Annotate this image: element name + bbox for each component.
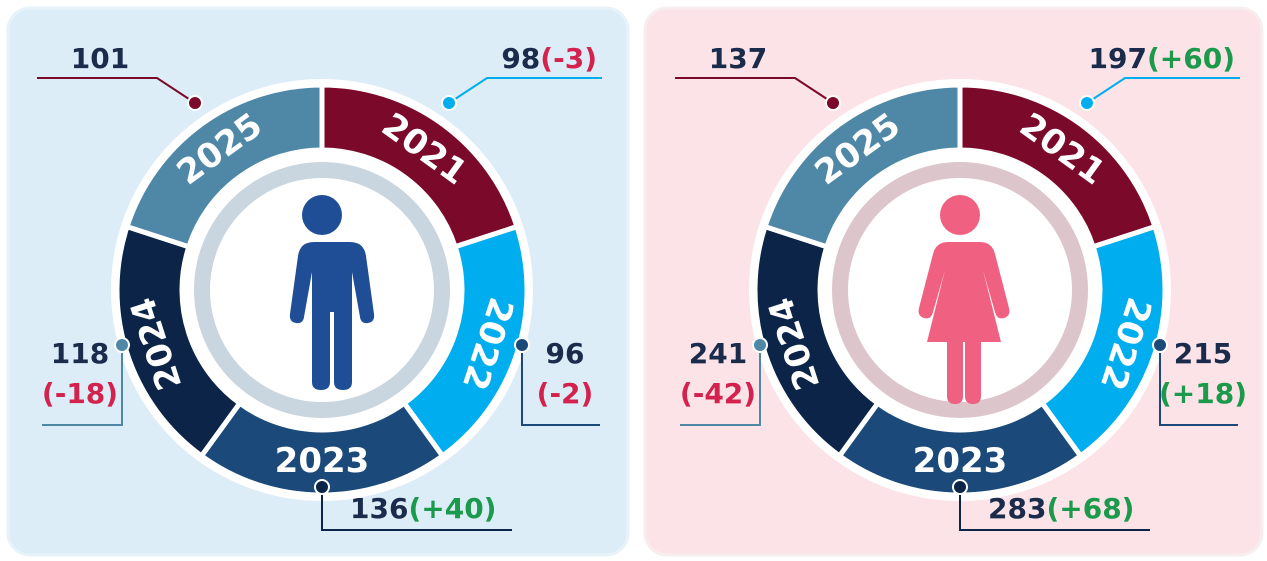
leader-dot — [441, 95, 457, 111]
leader-line — [1086, 77, 1240, 104]
value-label: 241 — [689, 337, 747, 370]
ring: 20211372022197(+60)2023215(+18)2024283(+… — [675, 42, 1247, 531]
icon-head — [940, 195, 980, 235]
segment-year: 2023 — [275, 441, 370, 481]
change-label: (+60) — [1147, 42, 1235, 75]
change-label: (-18) — [42, 377, 118, 410]
leader-line — [42, 345, 123, 426]
male-icon — [289, 242, 375, 390]
value-label-group: 98(-3) — [501, 42, 597, 75]
leader-line — [1159, 345, 1238, 426]
value-label-group: 136(+40) — [350, 492, 496, 525]
value-label: 136 — [350, 492, 408, 525]
change-label: (-2) — [537, 377, 594, 410]
change-label: (-42) — [680, 377, 756, 410]
change-label: (+40) — [408, 492, 496, 525]
value-label: 101 — [71, 42, 129, 75]
leader-dot — [952, 479, 968, 495]
value-label-group: 137 — [709, 42, 767, 75]
leader-line — [448, 77, 602, 104]
leader-dot — [514, 337, 530, 353]
female-icon — [918, 242, 1010, 404]
value-label: 118 — [51, 337, 109, 370]
leader-line — [521, 345, 600, 426]
change-label: (+68) — [1046, 492, 1134, 525]
value-label: 215 — [1174, 337, 1232, 370]
leader-dot — [825, 95, 841, 111]
ring-segment — [761, 82, 963, 250]
leader-line — [680, 345, 761, 426]
leader-dot — [314, 479, 330, 495]
leader-dot — [114, 337, 130, 353]
value-label: 197 — [1089, 42, 1147, 75]
value-label: 137 — [709, 42, 767, 75]
segment-year: 2023 — [913, 441, 1008, 481]
leader-dot — [1079, 95, 1095, 111]
leader-line — [321, 487, 512, 531]
value-label-group: 197(+60) — [1089, 42, 1235, 75]
leader-dot — [752, 337, 768, 353]
value-label: 283 — [988, 492, 1046, 525]
leader-line — [675, 77, 834, 104]
value-label: 96 — [546, 337, 585, 370]
leader-dot — [1152, 337, 1168, 353]
value-label-group: 283(+68) — [988, 492, 1134, 525]
leader-dot — [187, 95, 203, 111]
leader-line — [37, 77, 196, 104]
icon-head — [302, 195, 342, 235]
change-label: (-3) — [540, 42, 597, 75]
change-label: (+18) — [1159, 377, 1247, 410]
value-label-group: 101 — [71, 42, 129, 75]
ring: 2021101202298(-3)202396(-2)2024136(+40)2… — [37, 42, 602, 531]
value-label: 98 — [501, 42, 540, 75]
ring-segment — [123, 82, 325, 250]
leader-line — [959, 487, 1150, 531]
